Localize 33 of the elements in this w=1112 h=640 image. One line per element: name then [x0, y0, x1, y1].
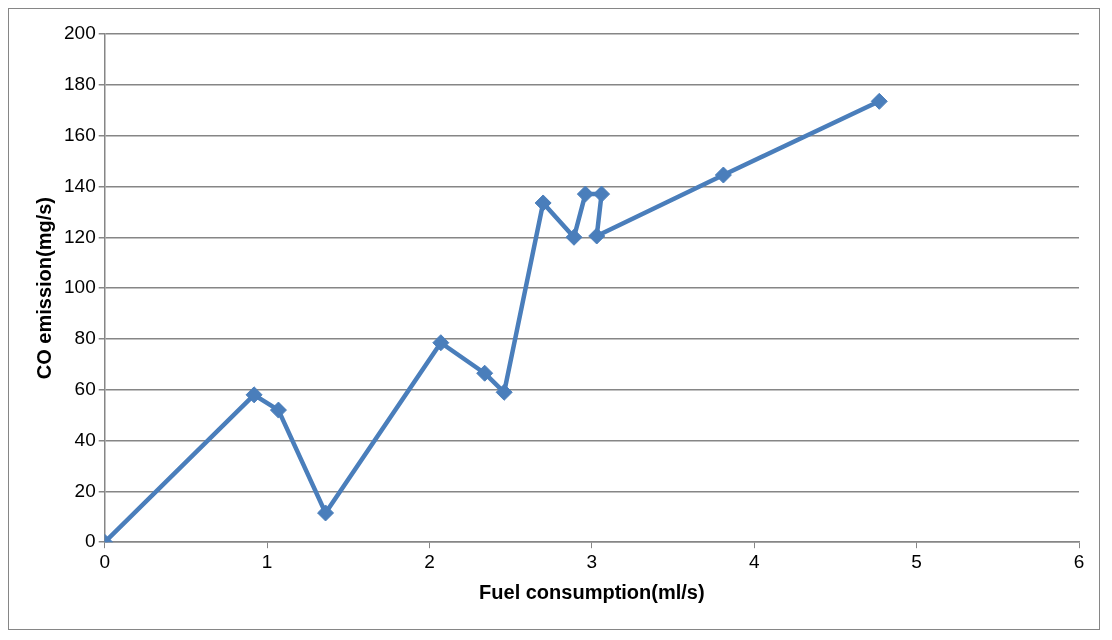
y-tick-label: 160: [64, 123, 96, 145]
point: [317, 504, 335, 522]
point: [476, 364, 494, 382]
y-tick-label: 140: [64, 174, 96, 196]
point: [245, 386, 263, 404]
y-tick-label: 0: [85, 530, 96, 552]
point: [593, 185, 611, 203]
y-axis-title: CO emission(mg/s): [32, 196, 55, 380]
y-tick-label: 200: [64, 22, 96, 44]
y-tick-label: 80: [74, 327, 96, 349]
y-tick-label: 120: [64, 225, 96, 247]
y-tick-label: 180: [64, 73, 96, 95]
point: [495, 383, 513, 401]
point: [714, 166, 732, 184]
y-tick-label: 20: [74, 479, 96, 501]
y-tick-label: 100: [64, 276, 96, 298]
x-tick-label: 5: [911, 550, 922, 572]
y-tick-label: 40: [74, 428, 96, 450]
x-tick-label: 3: [586, 550, 598, 572]
x-tick-label: 1: [261, 550, 273, 572]
point: [588, 227, 606, 245]
x-axis-title: Fuel consumption(ml/s): [479, 580, 705, 603]
x-tick-label: 4: [748, 550, 760, 572]
x-tick-label: 0: [99, 550, 110, 572]
point: [432, 334, 450, 352]
point: [565, 228, 583, 246]
x-tick-label: 2: [424, 550, 435, 572]
point: [870, 92, 888, 110]
x-tick-label: 6: [1073, 550, 1085, 572]
y-tick-label: 60: [74, 377, 96, 399]
point: [534, 194, 552, 212]
point: [576, 185, 594, 203]
point: [269, 401, 287, 419]
